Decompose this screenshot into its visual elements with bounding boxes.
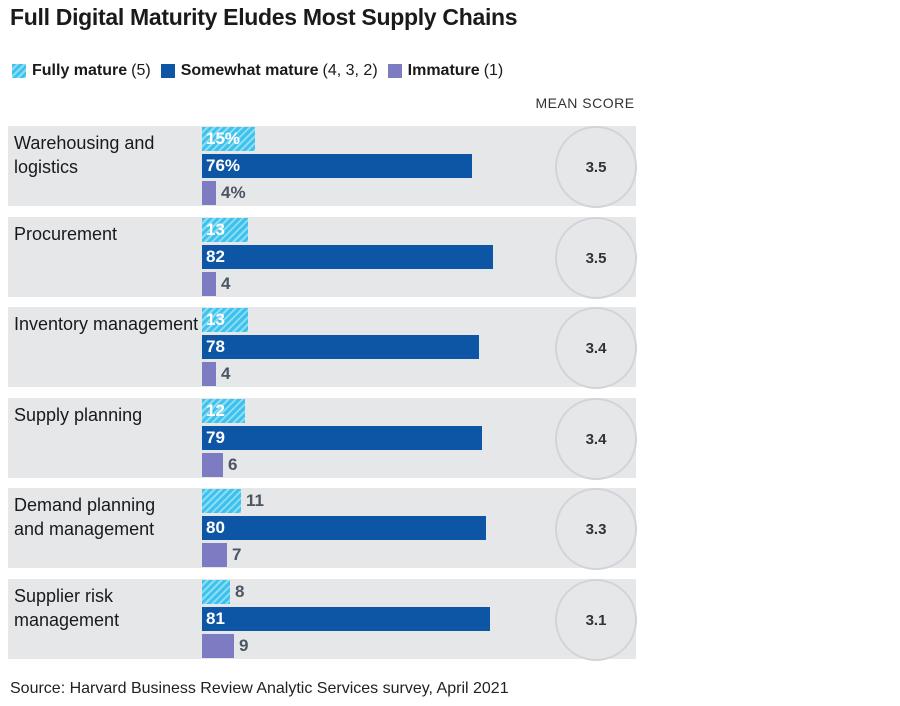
bar-somewhat-mature-warehousing-and-logistics — [202, 154, 472, 178]
legend-swatch-somewhat-mature — [160, 64, 175, 78]
legend-label-fully-mature: Fully mature — [32, 62, 128, 79]
bar-immature-supplier-risk-management — [202, 634, 234, 658]
legend-detail-fully-mature: (5) — [131, 62, 151, 79]
mean-score-header: MEAN SCORE — [535, 95, 635, 111]
mean-score-warehousing-and-logistics: 3.5 — [555, 126, 637, 208]
data-label-somewhat-mature-supplier-risk-management: 81 — [206, 609, 225, 628]
bar-immature-warehousing-and-logistics — [202, 181, 216, 205]
bar-immature-procurement — [202, 272, 216, 296]
category-label-supplier-risk-management: Supplier risk management — [14, 586, 120, 630]
data-label-somewhat-mature-procurement: 82 — [206, 247, 225, 266]
bar-fully-mature-inventory-management — [202, 308, 248, 332]
legend: Fully mature (5) Somewhat mature (4, 3, … — [12, 62, 513, 80]
bar-fully-mature-supplier-risk-management — [202, 580, 230, 604]
data-label-somewhat-mature-supply-planning: 79 — [206, 428, 225, 447]
category-label-inventory-management: Inventory management — [14, 314, 199, 334]
data-label-immature-supply-planning: 6 — [228, 455, 238, 474]
source-note: Source: Harvard Business Review Analytic… — [10, 680, 509, 697]
legend-item-fully-mature: Fully mature (5) — [12, 62, 151, 80]
category-label-supply-planning: Supply planning — [14, 405, 143, 425]
mean-score-supply-planning: 3.4 — [555, 398, 637, 480]
bar-somewhat-mature-supplier-risk-management — [202, 607, 490, 631]
bar-fully-mature-warehousing-and-logistics — [202, 127, 255, 151]
data-label-fully-mature-warehousing-and-logistics: 15% — [206, 129, 241, 148]
mean-score-inventory-management: 3.4 — [555, 307, 637, 389]
mean-score-demand-planning-and-management: 3.3 — [555, 488, 637, 570]
bar-somewhat-mature-inventory-management — [202, 335, 479, 359]
chart-title: Full Digital Maturity Eludes Most Supply… — [10, 4, 518, 30]
category-label-demand-planning-and-management: Demand planning and management — [14, 495, 156, 539]
bar-immature-inventory-management — [202, 362, 216, 386]
data-label-somewhat-mature-inventory-management: 78 — [206, 337, 225, 356]
category-label-procurement: Procurement — [14, 224, 118, 244]
legend-swatch-immature — [387, 64, 402, 78]
legend-item-immature: Immature (1) — [387, 62, 504, 80]
bar-fully-mature-supply-planning — [202, 399, 245, 423]
data-label-immature-inventory-management: 4 — [221, 364, 231, 383]
data-label-somewhat-mature-demand-planning-and-management: 80 — [206, 518, 225, 537]
bar-somewhat-mature-procurement — [202, 245, 493, 269]
bar-somewhat-mature-demand-planning-and-management — [202, 516, 486, 540]
legend-label-immature: Immature — [407, 62, 480, 79]
data-label-immature-procurement: 4 — [221, 274, 231, 293]
bar-somewhat-mature-supply-planning — [202, 426, 482, 450]
data-label-fully-mature-demand-planning-and-management: 11 — [246, 491, 264, 510]
legend-label-somewhat-mature: Somewhat mature — [180, 62, 319, 79]
data-label-fully-mature-inventory-management: 13 — [206, 310, 225, 329]
bar-immature-supply-planning — [202, 453, 223, 477]
data-label-immature-demand-planning-and-management: 7 — [232, 545, 242, 564]
data-label-fully-mature-procurement: 13 — [206, 220, 225, 239]
legend-swatch-fully-mature — [12, 64, 26, 78]
data-label-immature-supplier-risk-management: 9 — [239, 636, 249, 655]
legend-item-somewhat-mature: Somewhat mature (4, 3, 2) — [160, 62, 378, 80]
legend-detail-somewhat-mature: (4, 3, 2) — [322, 62, 378, 79]
data-label-fully-mature-supply-planning: 12 — [206, 401, 225, 420]
legend-detail-immature: (1) — [483, 62, 504, 79]
mean-score-procurement: 3.5 — [555, 217, 637, 299]
data-label-immature-warehousing-and-logistics: 4% — [221, 183, 246, 202]
bar-fully-mature-demand-planning-and-management — [202, 489, 241, 513]
bar-immature-demand-planning-and-management — [202, 543, 227, 567]
mean-score-supplier-risk-management: 3.1 — [555, 579, 637, 661]
data-label-fully-mature-supplier-risk-management: 8 — [235, 582, 245, 601]
data-label-somewhat-mature-warehousing-and-logistics: 76% — [206, 156, 241, 175]
bar-fully-mature-procurement — [202, 218, 248, 242]
category-label-warehousing-and-logistics: Warehousing and logistics — [14, 133, 155, 177]
